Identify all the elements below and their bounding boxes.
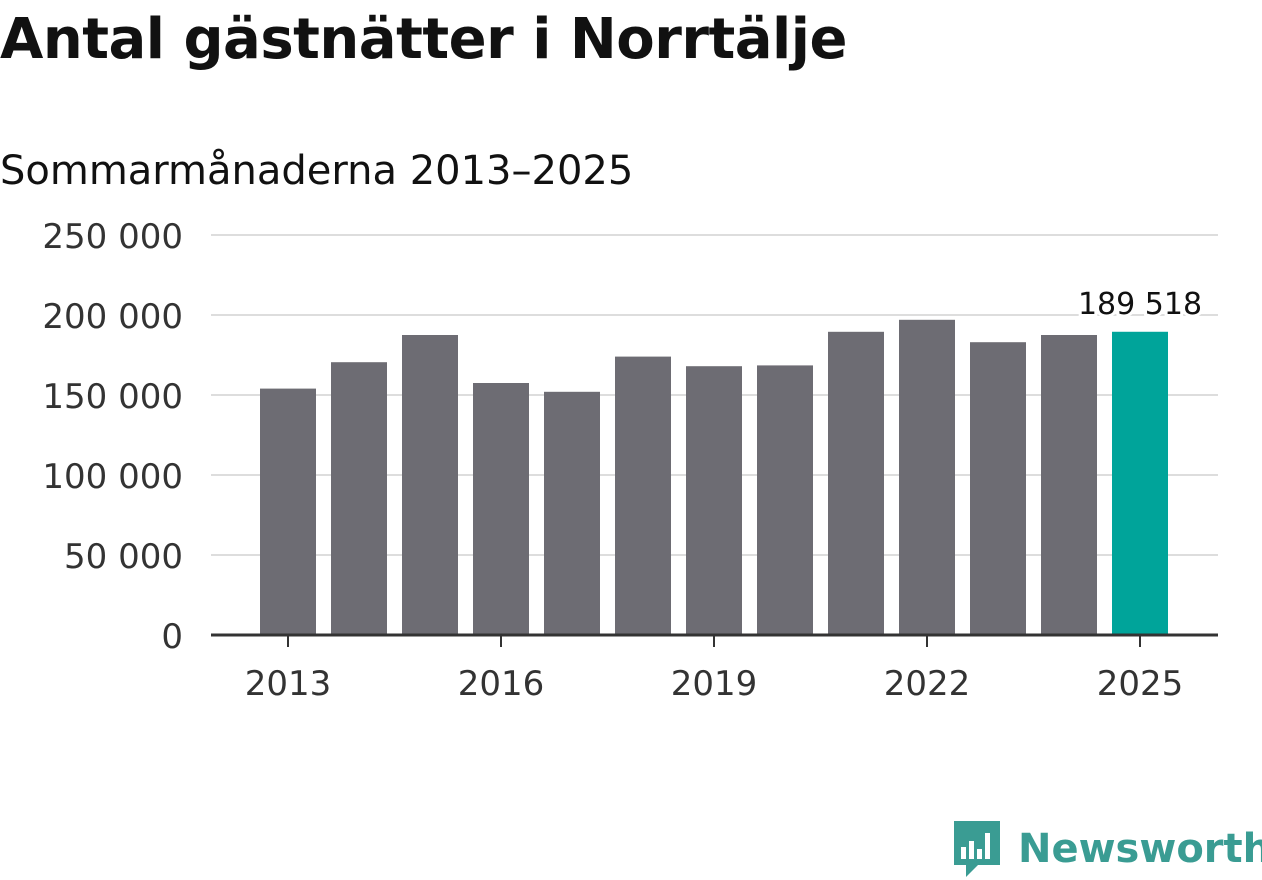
newsworthy-logo-icon	[954, 821, 1000, 877]
x-tick-label: 2013	[245, 664, 332, 704]
y-axis-tick-labels: 0 50 000 100 000 150 000 200 000 250 000	[42, 217, 183, 657]
y-tick-label: 150 000	[42, 377, 183, 417]
x-tick-label: 2025	[1097, 664, 1184, 704]
bar-2015	[402, 335, 458, 635]
newsworthy-logo: Newsworthy	[952, 818, 1262, 880]
y-tick-label: 200 000	[42, 297, 183, 337]
bar-2023	[970, 342, 1026, 635]
bar-2013	[260, 388, 316, 635]
bar-2018	[615, 356, 671, 635]
bar-2022	[899, 319, 955, 635]
bars	[260, 319, 1168, 635]
y-tick-label: 100 000	[42, 457, 183, 497]
data-label: 189 518	[1078, 287, 1202, 322]
bar-2017	[544, 391, 600, 635]
y-tick-label: 50 000	[64, 537, 183, 577]
bar-2016	[473, 383, 529, 635]
chart-subtitle: Sommarmånaderna 2013–2025	[0, 148, 634, 194]
y-tick-label: 0	[161, 617, 183, 657]
bar-2025	[1112, 331, 1168, 635]
bar-2021	[828, 331, 884, 635]
x-tick-label: 2019	[671, 664, 758, 704]
chart-title: Antal gästnätter i Norrtälje	[0, 7, 847, 72]
bar-2020	[757, 365, 813, 635]
brand-name: Newsworthy	[1018, 826, 1262, 872]
y-tick-label: 250 000	[42, 217, 183, 257]
bar-2024	[1041, 335, 1097, 635]
x-tick-label: 2022	[884, 664, 971, 704]
bar-2019	[686, 366, 742, 635]
x-axis: 2013 2016 2019 2022 2025	[211, 633, 1218, 704]
bar-2014	[331, 362, 387, 635]
data-labels: 189 518	[1075, 284, 1205, 325]
x-tick-label: 2016	[458, 664, 545, 704]
